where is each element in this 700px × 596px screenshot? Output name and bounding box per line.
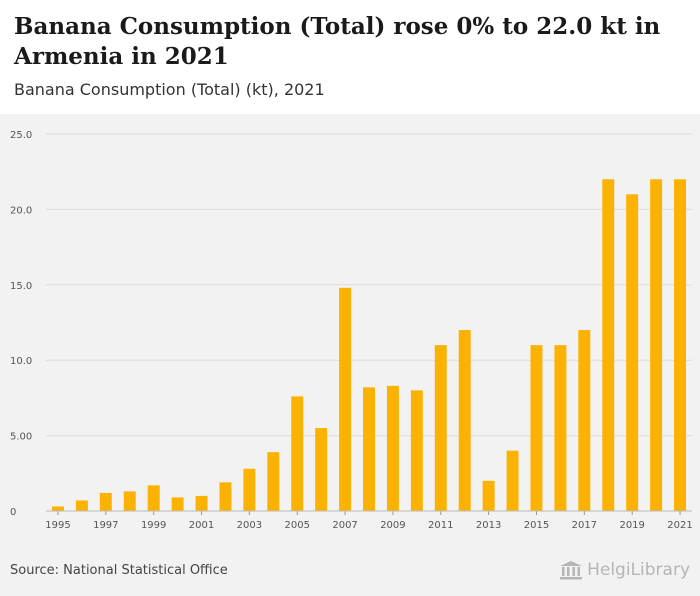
bar-2011 <box>434 345 447 511</box>
y-tick-label: 25.0 <box>10 130 32 141</box>
logo-text: HelgiLibrary <box>587 560 690 580</box>
chart-subtitle: Banana Consumption (Total) (kt), 2021 <box>14 80 325 99</box>
bar-2015 <box>530 345 543 511</box>
library-building-icon <box>560 561 583 580</box>
bar-2013 <box>482 480 495 511</box>
bar-2020 <box>650 179 663 511</box>
y-tick-label: 5.00 <box>10 432 32 443</box>
bar-2009 <box>386 385 399 511</box>
y-tick-label: 20.0 <box>10 205 32 216</box>
bar-2021 <box>674 179 687 511</box>
x-tick-label: 2005 <box>284 520 309 531</box>
bar-2002 <box>219 482 232 511</box>
x-tick-label: 1999 <box>141 520 166 531</box>
bar-2008 <box>363 387 375 511</box>
bar-1995 <box>51 506 64 511</box>
x-tick-label: 2013 <box>476 520 501 531</box>
x-tick-label: 2003 <box>237 520 262 531</box>
bar-2018 <box>602 179 615 511</box>
page-title: Banana Consumption (Total) rose 0% to 22… <box>14 13 661 70</box>
y-tick-label: 10.0 <box>10 356 32 367</box>
bar-2017 <box>578 330 591 511</box>
bar-chart: 0 5.00 10.0 15.0 20.0 25.0 1995 1997 1999 2001 200… <box>10 130 693 531</box>
x-tick-label: 2021 <box>667 520 692 531</box>
bar-1996 <box>75 500 88 511</box>
bar-2014 <box>506 450 519 511</box>
x-tick-label: 1997 <box>93 520 118 531</box>
x-tick-label: 2011 <box>428 520 453 531</box>
bar-2000 <box>171 497 184 511</box>
source-note: Source: National Statistical Office <box>10 563 228 578</box>
bar-2012 <box>458 330 471 511</box>
bar-1999 <box>147 485 160 511</box>
y-tick-label: 15.0 <box>10 281 32 292</box>
x-tick-label: 2017 <box>572 520 597 531</box>
x-tick-label: 2007 <box>332 520 357 531</box>
helgilibrary-logo: HelgiLibrary <box>559 560 690 580</box>
x-tick-label: 2001 <box>189 520 214 531</box>
bar-2003 <box>243 468 256 511</box>
x-tick-label: 2019 <box>619 520 644 531</box>
bar-2007 <box>339 287 352 511</box>
bar-2016 <box>554 345 567 511</box>
bar-2019 <box>626 194 639 511</box>
bar-2005 <box>291 396 304 511</box>
y-tick-label: 0 <box>10 507 16 518</box>
bar-2010 <box>410 390 423 511</box>
header: Banana Consumption (Total) rose 0% to 22… <box>0 0 700 114</box>
x-tick-label: 1995 <box>45 520 70 531</box>
bar-1997 <box>99 492 112 511</box>
bar-2006 <box>315 428 328 511</box>
bar-1998 <box>123 491 136 511</box>
bar-2004 <box>267 452 280 511</box>
bar-2001 <box>195 495 208 511</box>
x-tick-label: 2015 <box>524 520 549 531</box>
x-tick-label: 2009 <box>380 520 405 531</box>
